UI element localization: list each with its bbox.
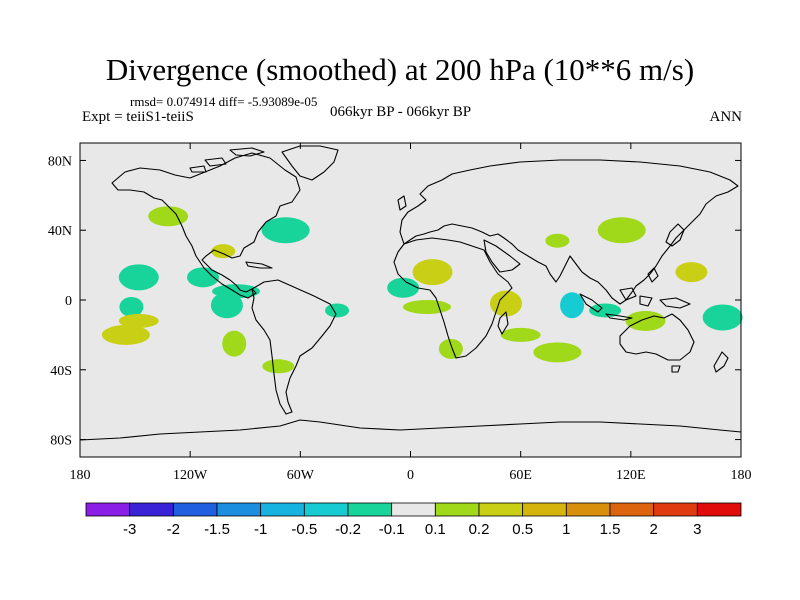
divergence-region (597, 217, 646, 244)
colorbar-swatch (565, 502, 611, 517)
divergence-region (118, 264, 159, 291)
colorbar-label: 0.2 (469, 521, 490, 538)
coastline-arctic-islands (189, 147, 265, 173)
experiment-label: Expt = teiiS1-teiiS (82, 109, 194, 125)
period-label: 066kyr BP - 066kyr BP (330, 104, 472, 120)
lat-tick-label: 40N (48, 224, 72, 239)
season-label: ANN (709, 109, 743, 125)
colorbar-label: -0.2 (335, 521, 361, 538)
lon-tick-label: 180 (731, 468, 752, 483)
coastline-south-america (251, 279, 337, 415)
colorbar-swatch (347, 502, 393, 517)
map-background (80, 143, 741, 457)
divergence-region (489, 290, 522, 317)
divergence-region (211, 244, 236, 259)
divergence-region (500, 327, 541, 342)
colorbar-label: -1 (254, 521, 267, 538)
divergence-region (325, 303, 350, 318)
colorbar-swatch (129, 502, 174, 517)
colorbar-swatch (391, 502, 436, 517)
colorbar-label: -0.1 (379, 521, 405, 538)
coastline-eurasia (399, 159, 739, 305)
divergence-region (438, 338, 463, 359)
colorbar-swatch (609, 502, 655, 517)
divergence-region (187, 267, 220, 288)
coastlines (79, 145, 742, 441)
colorbar-label: -1.5 (204, 521, 230, 538)
colorbar-label: -0.5 (291, 521, 317, 538)
colorbar-swatch (303, 502, 349, 517)
divergence-region (118, 313, 159, 328)
colorbar-swatch (85, 502, 131, 517)
lat-tick-label: 40S (50, 364, 72, 379)
stats-label: rmsd= 0.074914 diff= -5.93089e-05 (130, 94, 318, 109)
colorbar-label: 0.1 (425, 521, 446, 538)
divergence-region (261, 217, 310, 244)
divergence-region (625, 310, 666, 331)
divergence-region (222, 330, 247, 357)
divergence-region (387, 277, 420, 298)
lon-tick-label: 0 (407, 468, 414, 483)
coastline-madagascar (497, 311, 509, 335)
lat-tick-label: 80N (48, 154, 72, 169)
coastline-new-zealand (713, 351, 729, 373)
coastline-japan (665, 223, 685, 247)
colorbar-swatch (653, 502, 698, 517)
colorbar-swatch (216, 502, 262, 517)
map-axes: 180 120W 60W 0 60E 120E 180 80N 40N 0 40S 80S (48, 143, 752, 483)
colorbar-swatch (522, 502, 567, 517)
divergence-region (412, 259, 453, 286)
divergence-region (675, 262, 708, 283)
lon-tick-label: 60E (509, 468, 532, 483)
coastline-north-america (111, 152, 301, 299)
map-title: Divergence (smoothed) at 200 hPa (10**6 … (105, 52, 695, 87)
divergence-region (533, 342, 582, 363)
lon-tick-label: 60W (287, 468, 315, 483)
divergence-fields (101, 206, 743, 374)
divergence-region (702, 304, 743, 331)
coastline-maritime-continent (579, 267, 691, 321)
coastline-caribbean (245, 261, 273, 269)
colorbar-label: 0.5 (512, 521, 533, 538)
lon-tick-label: 180 (70, 468, 91, 483)
colorbar-swatch (696, 502, 742, 517)
coastline-britain (397, 195, 407, 211)
colorbar-label: 1.5 (600, 521, 621, 538)
coastline-arabia (483, 239, 521, 273)
coastline-antarctica (79, 419, 742, 441)
lon-tick-label: 120E (616, 468, 646, 483)
divergence-region (148, 206, 189, 227)
colorbar-swatch (172, 502, 218, 517)
colorbar-label: 2 (649, 521, 657, 538)
divergence-region (545, 233, 570, 248)
divergence-region (403, 299, 452, 314)
colorbar: -3 -2 -1.5 -1 -0.5 -0.2 -0.1 0.1 0.2 0.5 1 1.5 2 3 (85, 502, 742, 538)
colorbar-swatch (434, 502, 480, 517)
colorbar-label: -3 (123, 521, 136, 538)
divergence-region (589, 303, 622, 318)
coastline-greenland (281, 145, 339, 181)
divergence-region (119, 296, 144, 317)
lon-tick-label: 120W (173, 468, 208, 483)
divergence-region (262, 359, 295, 374)
coastline-tasmania (671, 365, 681, 373)
colorbar-label: -2 (167, 521, 180, 538)
lat-tick-label: 0 (65, 294, 72, 309)
coastline-australia (619, 313, 695, 361)
colorbar-label: 3 (693, 521, 701, 538)
coastline-africa (393, 237, 513, 359)
lat-tick-label: 80S (50, 434, 72, 449)
divergence-region (560, 292, 585, 319)
colorbar-label: 1 (562, 521, 570, 538)
colorbar-swatch (478, 502, 524, 517)
colorbar-swatch (260, 502, 305, 517)
divergence-region (210, 292, 243, 319)
divergence-region (101, 324, 150, 345)
